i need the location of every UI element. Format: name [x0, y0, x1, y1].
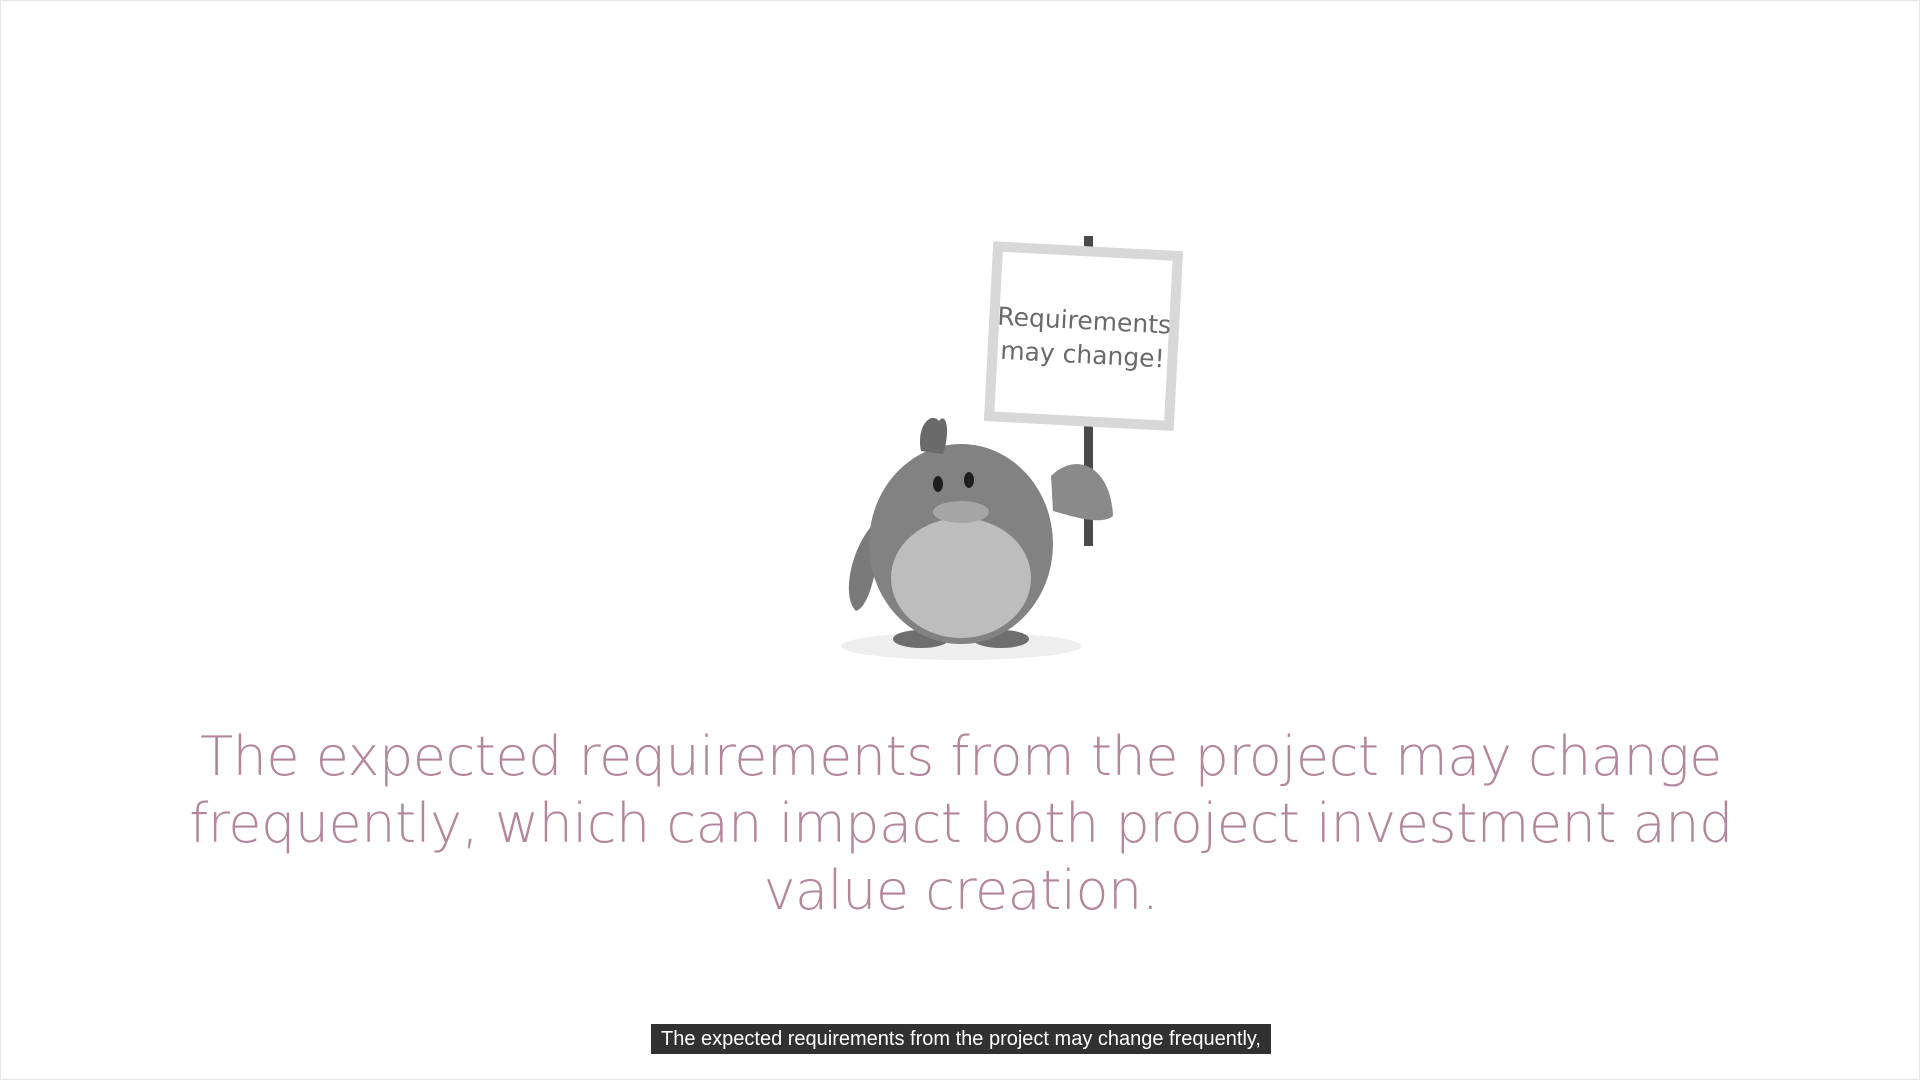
slide-line-3: value creation. — [763, 859, 1159, 922]
sign-board — [994, 251, 1173, 421]
slide-line-1: The expected requirements from the proje… — [200, 725, 1722, 788]
subtitle-caption: The expected requirements from the proje… — [651, 1024, 1271, 1054]
penguin-beak — [933, 501, 989, 523]
penguin-illustration: Requirements may change! — [821, 226, 1261, 676]
caption-container: The expected requirements from the proje… — [1, 1024, 1920, 1054]
penguin-right-eye — [964, 472, 974, 488]
penguin-holding-sign-icon: Requirements may change! — [841, 236, 1184, 660]
penguin-right-wing — [1051, 464, 1113, 521]
slide-line-2: frequently, which can impact both projec… — [189, 792, 1733, 855]
penguin-crest — [920, 417, 948, 454]
penguin-left-eye — [933, 476, 943, 492]
slide-text: The expected requirements from the proje… — [161, 723, 1761, 924]
penguin-belly — [891, 518, 1031, 638]
